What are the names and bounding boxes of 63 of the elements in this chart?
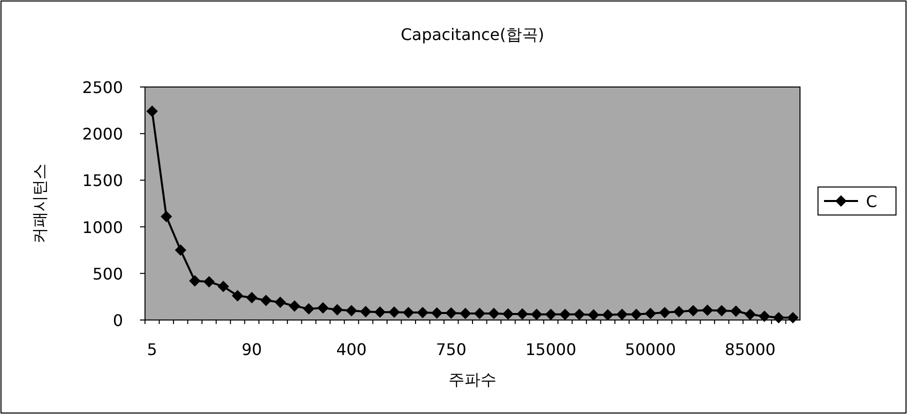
point	[431, 308, 442, 319]
point	[673, 306, 684, 318]
point	[175, 244, 186, 256]
point	[516, 308, 528, 320]
y-tick-label: 1500	[82, 171, 123, 190]
point	[317, 302, 328, 314]
point	[332, 304, 343, 316]
point	[303, 303, 314, 314]
x-tick-label: 85000	[724, 340, 776, 359]
point	[417, 307, 428, 318]
point	[460, 308, 471, 319]
point	[502, 308, 514, 320]
point	[574, 308, 585, 320]
x-tick-label: 750	[436, 340, 466, 359]
point	[616, 308, 628, 320]
point	[545, 308, 556, 320]
point	[260, 294, 272, 306]
point	[773, 312, 784, 324]
x-tick-label: 15000	[525, 340, 576, 359]
point	[560, 308, 571, 320]
y-tick-label: 2000	[82, 124, 123, 144]
x-tick-label: 400	[336, 340, 367, 359]
point	[488, 308, 500, 319]
point	[787, 312, 798, 324]
point	[744, 308, 756, 320]
point	[346, 305, 357, 316]
point	[602, 309, 614, 320]
point	[702, 304, 713, 316]
point	[204, 276, 215, 288]
point	[644, 308, 656, 319]
point	[374, 306, 386, 318]
x-axis-title: 주파수	[448, 370, 496, 389]
y-tick-label: 2500	[82, 78, 123, 97]
x-tick-label: 90	[242, 340, 262, 359]
point	[688, 305, 699, 316]
point	[716, 305, 728, 316]
chart-title: Capacitance(합곡)	[400, 25, 544, 44]
point	[531, 308, 542, 320]
x-tick-label: 5	[147, 340, 158, 359]
point	[474, 308, 486, 319]
point	[289, 300, 300, 312]
point	[388, 306, 400, 318]
point	[189, 275, 200, 286]
point	[246, 292, 258, 304]
point	[659, 307, 670, 318]
y-axis-title: 커패시턴스	[30, 164, 49, 244]
y-tick-label: 1000	[82, 218, 123, 237]
point	[402, 307, 414, 318]
point	[446, 308, 457, 319]
point	[146, 106, 158, 117]
point	[232, 290, 244, 302]
point	[730, 306, 742, 317]
point	[160, 211, 172, 222]
x-tick-label: 50000	[625, 340, 676, 359]
point	[758, 310, 770, 322]
point	[360, 306, 372, 318]
point	[630, 308, 642, 320]
y-tick-label: 0	[112, 311, 123, 330]
y-tick-label: 500	[92, 264, 123, 284]
point	[218, 280, 229, 292]
point	[588, 309, 600, 320]
point	[274, 296, 286, 308]
legend-label: C	[866, 192, 878, 211]
